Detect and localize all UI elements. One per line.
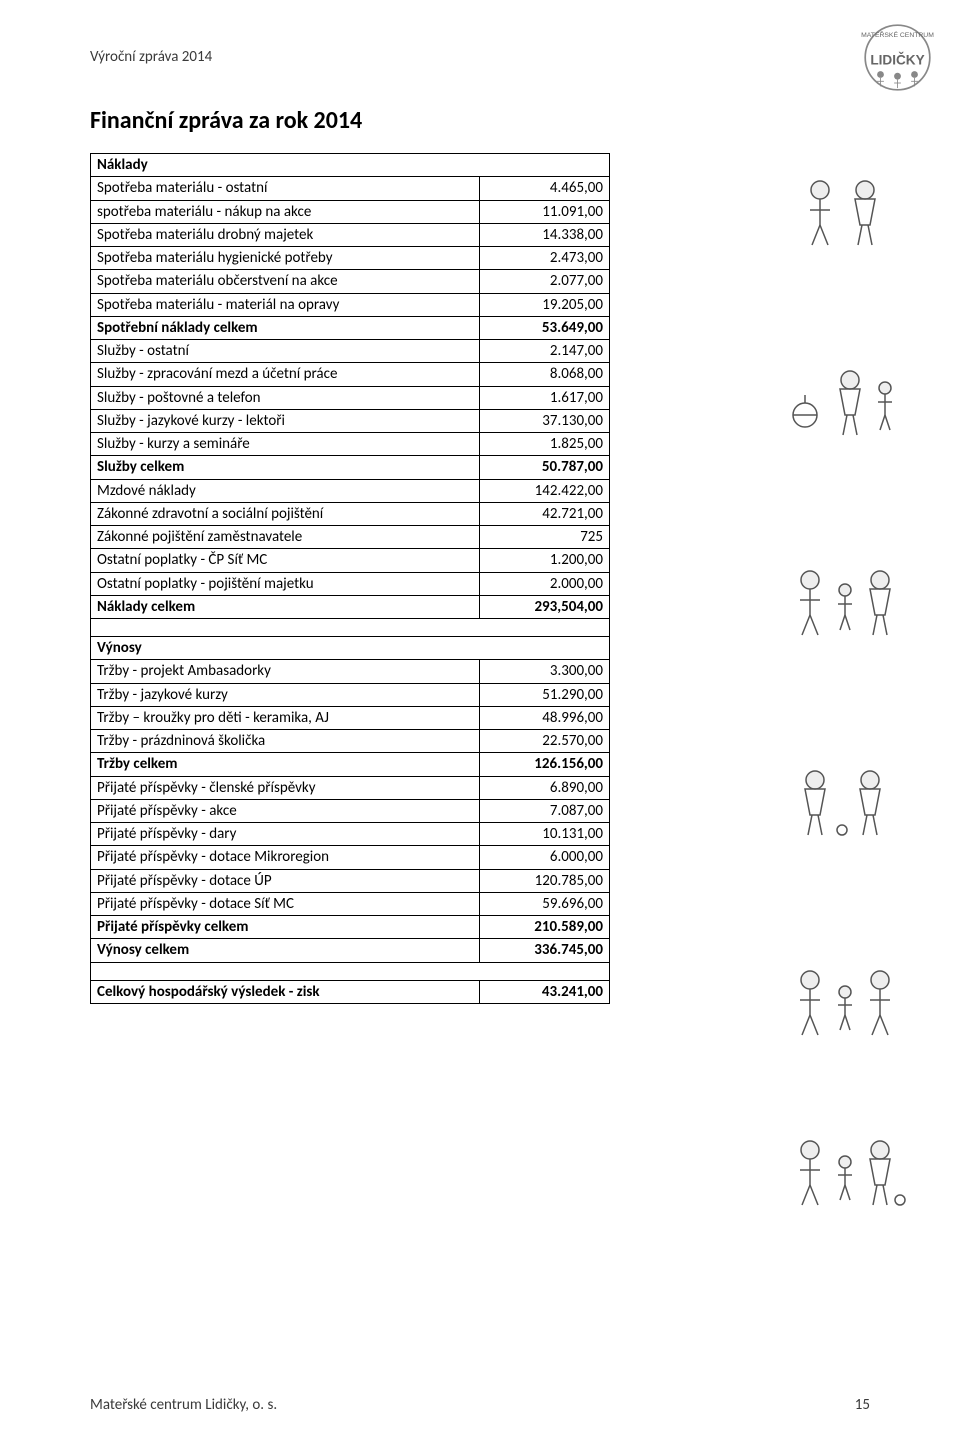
footer-page: 15 (855, 1396, 870, 1414)
row-label: Služby - ostatní (91, 340, 480, 363)
row-value: 11.091,00 (480, 200, 610, 223)
illustration-icon (770, 760, 920, 850)
row-label: Tržby celkem (91, 753, 480, 776)
footer-org: Mateřské centrum Lidičky, o. s. (90, 1396, 277, 1414)
svg-text:MATEŘSKÉ CENTRUM: MATEŘSKÉ CENTRUM (861, 30, 934, 39)
row-label: Přijaté příspěvky - akce (91, 799, 480, 822)
row-value: 1.825,00 (480, 433, 610, 456)
row-label: Zákonné pojištění zaměstnavatele (91, 526, 480, 549)
row-label: Mzdové náklady (91, 479, 480, 502)
row-value: 53.649,00 (480, 316, 610, 339)
result-value: 43.241,00 (480, 980, 610, 1003)
row-label: Služby - kurzy a semináře (91, 433, 480, 456)
row-value: 120.785,00 (480, 869, 610, 892)
section-vynosy: Výnosy (91, 637, 610, 660)
row-label: Spotřeba materiálu - ostatní (91, 177, 480, 200)
row-label: Výnosy celkem (91, 939, 480, 962)
row-label: Zákonné zdravotní a sociální pojištění (91, 502, 480, 525)
row-value: 2.473,00 (480, 247, 610, 270)
spacer-row (91, 962, 610, 980)
row-label: Spotřeba materiálu občerstvení na akce (91, 270, 480, 293)
row-label: Služby - poštovné a telefon (91, 386, 480, 409)
row-label: Přijaté příspěvky - dotace Síť MC (91, 892, 480, 915)
row-value: 142.422,00 (480, 479, 610, 502)
row-value: 37.130,00 (480, 409, 610, 432)
row-label: Náklady celkem (91, 595, 480, 618)
svg-text:LIDIČKY: LIDIČKY (870, 52, 924, 67)
row-value: 293,504,00 (480, 595, 610, 618)
spacer-row (91, 619, 610, 637)
row-value: 51.290,00 (480, 683, 610, 706)
finance-table: Náklady Spotřeba materiálu - ostatní4.46… (90, 153, 610, 1004)
row-label: Přijaté příspěvky - členské příspěvky (91, 776, 480, 799)
illustration-icon (770, 170, 920, 260)
section-naklady: Náklady (91, 154, 610, 177)
row-value: 2.147,00 (480, 340, 610, 363)
illustration-icon (770, 560, 920, 650)
row-label: Přijaté příspěvky - dotace Mikroregion (91, 846, 480, 869)
row-label: spotřeba materiálu - nákup na akce (91, 200, 480, 223)
row-value: 10.131,00 (480, 823, 610, 846)
row-label: Spotřeba materiálu drobný majetek (91, 223, 480, 246)
row-value: 1.200,00 (480, 549, 610, 572)
row-value: 4.465,00 (480, 177, 610, 200)
row-label: Přijaté příspěvky celkem (91, 916, 480, 939)
row-label: Spotřeba materiálu - materiál na opravy (91, 293, 480, 316)
row-label: Služby celkem (91, 456, 480, 479)
row-label: Tržby - projekt Ambasadorky (91, 660, 480, 683)
illustration-icon (770, 360, 920, 450)
row-label: Služby - jazykové kurzy - lektoři (91, 409, 480, 432)
row-value: 1.617,00 (480, 386, 610, 409)
illustration-icon (770, 1130, 920, 1220)
row-label: Ostatní poplatky - ČP Síť MC (91, 549, 480, 572)
row-value: 336.745,00 (480, 939, 610, 962)
row-value: 6.890,00 (480, 776, 610, 799)
row-value: 3.300,00 (480, 660, 610, 683)
row-value: 50.787,00 (480, 456, 610, 479)
row-value: 126.156,00 (480, 753, 610, 776)
row-label: Spotřební náklady celkem (91, 316, 480, 339)
row-label: Přijaté příspěvky - dary (91, 823, 480, 846)
row-label: Přijaté příspěvky - dotace ÚP (91, 869, 480, 892)
row-value: 19.205,00 (480, 293, 610, 316)
row-value: 8.068,00 (480, 363, 610, 386)
header-text: Výroční zpráva 2014 (90, 48, 212, 66)
row-value: 6.000,00 (480, 846, 610, 869)
row-value: 48.996,00 (480, 706, 610, 729)
page-title: Finanční zpráva za rok 2014 (90, 106, 870, 135)
row-value: 14.338,00 (480, 223, 610, 246)
row-label: Tržby – kroužky pro děti - keramika, AJ (91, 706, 480, 729)
row-label: Tržby - jazykové kurzy (91, 683, 480, 706)
row-value: 210.589,00 (480, 916, 610, 939)
row-label: Spotřeba materiálu hygienické potřeby (91, 247, 480, 270)
row-value: 22.570,00 (480, 730, 610, 753)
row-label: Ostatní poplatky - pojištění majetku (91, 572, 480, 595)
row-value: 7.087,00 (480, 799, 610, 822)
logo-image: MATEŘSKÉ CENTRUM LIDIČKY (855, 15, 940, 100)
row-value: 2.000,00 (480, 572, 610, 595)
row-value: 2.077,00 (480, 270, 610, 293)
row-label: Tržby - prázdninová školička (91, 730, 480, 753)
row-value: 59.696,00 (480, 892, 610, 915)
row-value: 42.721,00 (480, 502, 610, 525)
row-value: 725 (480, 526, 610, 549)
row-label: Služby - zpracování mezd a účetní práce (91, 363, 480, 386)
result-label: Celkový hospodářský výsledek - zisk (91, 980, 480, 1003)
illustration-icon (770, 960, 920, 1050)
